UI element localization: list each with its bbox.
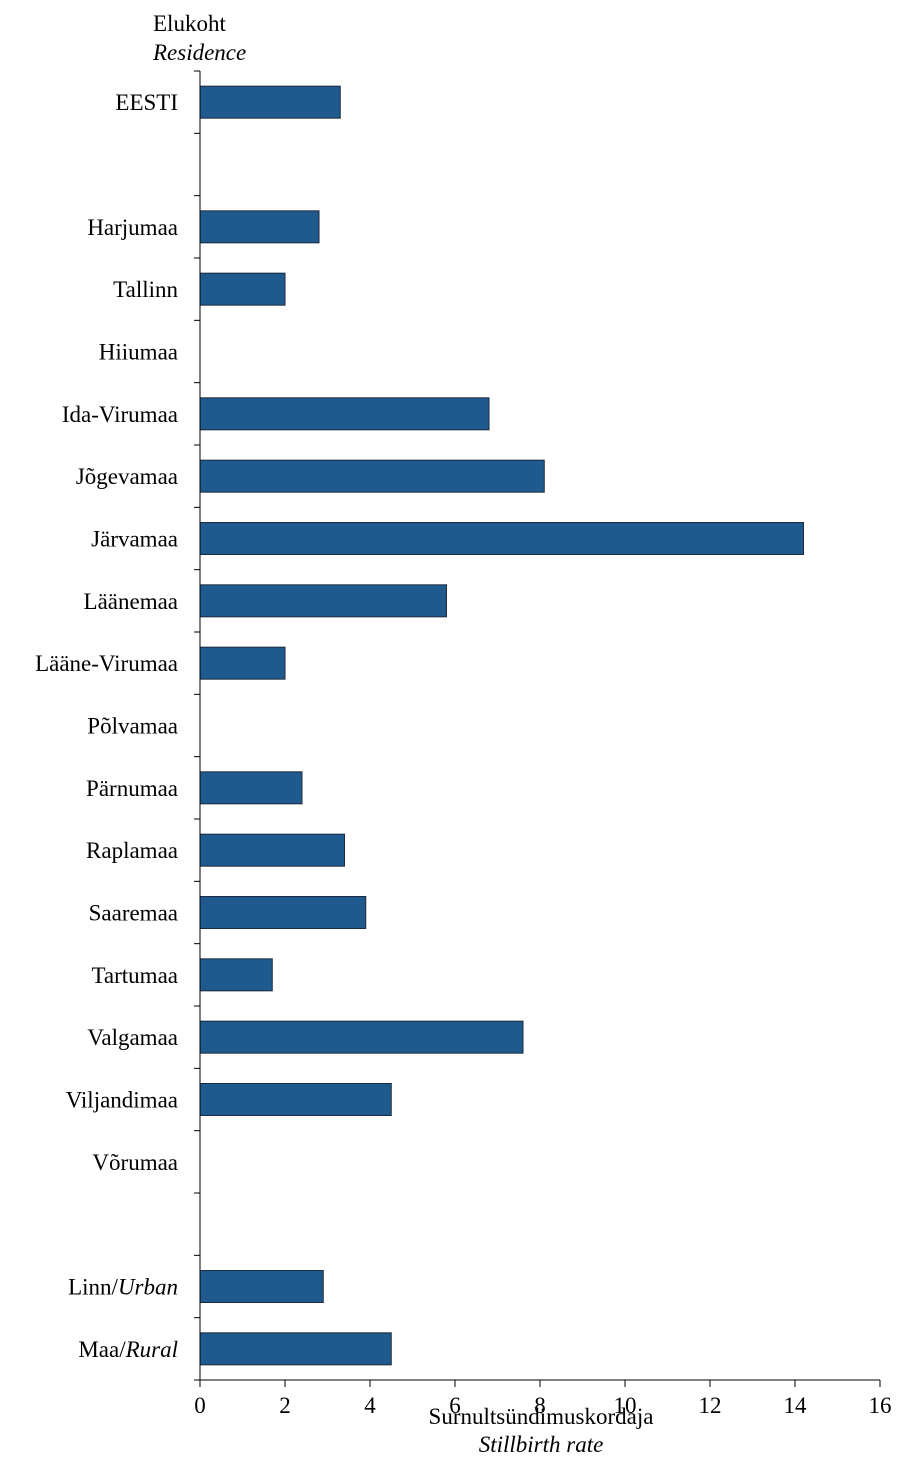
- category-label: Saaremaa: [89, 901, 178, 926]
- category-label: Ida-Virumaa: [62, 402, 178, 427]
- category-label: Lääne-Virumaa: [35, 651, 178, 676]
- y-axis-title-english: Residence: [152, 40, 246, 65]
- x-tick-label: 2: [279, 1393, 291, 1418]
- x-tick-label: 14: [784, 1393, 808, 1418]
- bar: [199, 459, 545, 493]
- category-label: Jõgevamaa: [76, 464, 178, 489]
- bar: [199, 584, 447, 618]
- category-label: Põlvamaa: [87, 714, 178, 739]
- bar: [199, 958, 273, 992]
- x-tick-label: 4: [364, 1393, 376, 1418]
- category-label: Tallinn: [113, 277, 178, 302]
- bars-group: [199, 85, 804, 1366]
- bar: [199, 1332, 392, 1366]
- bar: [199, 896, 367, 929]
- bar: [199, 833, 345, 867]
- category-label: Võrumaa: [92, 1150, 178, 1175]
- category-label: Läänemaa: [84, 589, 178, 614]
- category-label: Maa/Rural: [78, 1337, 178, 1362]
- x-tick-label: 6: [449, 1393, 461, 1418]
- bar: [199, 771, 303, 805]
- bar: [199, 397, 490, 431]
- category-label: Pärnumaa: [86, 776, 178, 801]
- bar: [199, 272, 286, 306]
- x-tick-label: 10: [614, 1393, 637, 1418]
- category-label: Raplamaa: [86, 838, 178, 863]
- bar: [199, 646, 286, 680]
- category-label: Valgamaa: [87, 1025, 178, 1050]
- bar: [199, 522, 804, 555]
- bar: [199, 85, 341, 119]
- bar: [199, 1020, 524, 1054]
- y-axis-ticks-group: [194, 70, 200, 1381]
- bar: [199, 1083, 392, 1116]
- category-label: Järvamaa: [91, 527, 178, 552]
- y-axis-title: Elukoht: [153, 11, 226, 36]
- category-label: Hiiumaa: [99, 340, 178, 365]
- x-tick-label: 12: [699, 1393, 722, 1418]
- x-tick-label: 16: [869, 1393, 892, 1418]
- category-label: Harjumaa: [87, 215, 178, 240]
- x-axis-title-english: Stillbirth rate: [479, 1432, 604, 1457]
- x-tick-label: 8: [534, 1393, 546, 1418]
- x-tick-label: 0: [194, 1393, 206, 1418]
- bar: [199, 210, 320, 244]
- x-axis-title: Surnultsündimuskordaja: [429, 1404, 654, 1429]
- bar: [199, 1270, 324, 1303]
- category-label: EESTI: [115, 90, 178, 115]
- category-label: Linn/Urban: [68, 1275, 178, 1300]
- x-axis-ticks-group: 0 2 4 6 8 10 12 14 16: [194, 1380, 892, 1418]
- category-label: Tartumaa: [91, 963, 178, 988]
- category-label: Viljandimaa: [66, 1088, 178, 1113]
- category-labels-group: EESTI Harjumaa Tallinn Hiiumaa Ida-Virumaa Jõ…: [35, 90, 178, 1362]
